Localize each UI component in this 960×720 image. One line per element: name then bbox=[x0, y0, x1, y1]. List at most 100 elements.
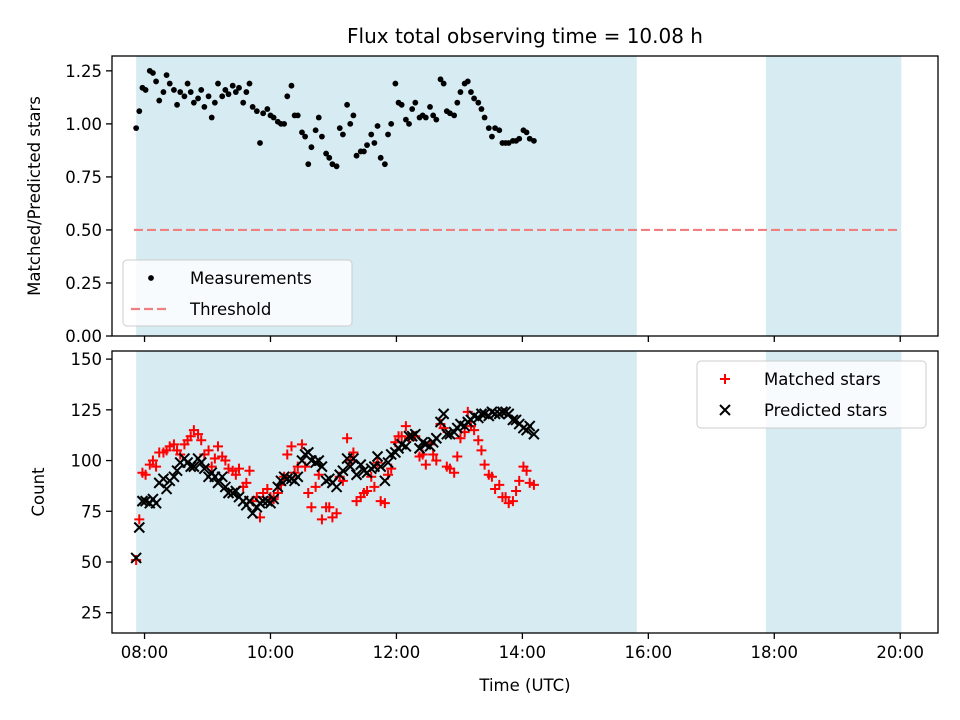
measurement-point bbox=[260, 110, 267, 117]
observing-window-1 bbox=[136, 351, 637, 633]
measurement-point bbox=[160, 89, 167, 95]
legend-label: Measurements bbox=[190, 269, 312, 288]
matched-star-point bbox=[400, 421, 411, 432]
y-axis-label: Count bbox=[29, 467, 48, 517]
measurement-point bbox=[281, 120, 288, 127]
matched-star-point bbox=[324, 502, 335, 513]
measurement-point bbox=[264, 106, 271, 112]
measurement-point bbox=[489, 133, 495, 140]
measurement-point bbox=[344, 101, 351, 108]
matched-star-point bbox=[306, 502, 317, 513]
predicted-star-point bbox=[292, 471, 304, 483]
predicted-star-point bbox=[344, 460, 356, 473]
measurement-point bbox=[406, 120, 412, 127]
matched-star-point bbox=[514, 475, 525, 486]
predicted-star-point bbox=[316, 460, 328, 473]
measurement-point bbox=[412, 99, 419, 106]
measurement-point bbox=[312, 127, 319, 134]
matched-star-point bbox=[230, 469, 241, 480]
y-tick-label: 25 bbox=[81, 604, 102, 623]
predicted-star-point bbox=[371, 450, 384, 463]
predicted-star-point bbox=[246, 507, 259, 520]
x-tick-label: 20:00 bbox=[876, 643, 924, 662]
measurement-point bbox=[388, 120, 395, 127]
measurement-point bbox=[142, 87, 149, 93]
x-tick-label: 14:00 bbox=[499, 643, 547, 662]
matched-star-point bbox=[486, 471, 497, 482]
predicted-star-point bbox=[168, 471, 180, 483]
measurement-point bbox=[288, 82, 295, 89]
matched-star-point bbox=[449, 467, 460, 478]
measurement-point bbox=[315, 114, 322, 121]
measurement-point bbox=[305, 161, 312, 168]
matched-star-point bbox=[316, 514, 327, 525]
matched-star-point bbox=[431, 455, 442, 466]
measurement-point bbox=[496, 127, 503, 134]
measurement-point bbox=[523, 129, 530, 136]
matched-star-point bbox=[420, 459, 431, 470]
x-tick-label: 18:00 bbox=[750, 643, 798, 662]
measurement-point bbox=[437, 76, 444, 83]
y-tick-label: 0.50 bbox=[65, 221, 102, 240]
predicted-star-point bbox=[160, 483, 173, 495]
measurement-point bbox=[475, 99, 482, 106]
matched-star-point bbox=[220, 455, 231, 466]
measurement-point bbox=[253, 108, 260, 115]
measurement-point bbox=[350, 112, 357, 119]
matched-star-point bbox=[244, 465, 255, 476]
matched-star-point bbox=[494, 479, 505, 490]
measurement-point bbox=[454, 99, 461, 106]
measurement-point bbox=[433, 116, 440, 123]
matched-star-point bbox=[140, 469, 151, 480]
measurement-point bbox=[468, 89, 474, 95]
predicted-star-point bbox=[524, 420, 536, 432]
predicted-star-point bbox=[413, 442, 426, 455]
legend-box bbox=[696, 360, 927, 429]
panel-1: Flux total observing time = 10.08 h Match… bbox=[25, 24, 939, 346]
predicted-star-point bbox=[434, 416, 447, 428]
predicted-star-point bbox=[313, 454, 325, 467]
matched-star-point bbox=[272, 488, 283, 499]
predicted-star-point bbox=[230, 485, 242, 497]
measurement-point bbox=[368, 131, 375, 138]
matched-star-point bbox=[282, 449, 293, 460]
x-tick-label: 10:00 bbox=[247, 643, 295, 662]
measurement-point bbox=[398, 101, 405, 108]
matched-star-point bbox=[331, 508, 342, 519]
matched-star-point bbox=[310, 481, 321, 492]
measurement-point bbox=[409, 106, 416, 112]
matched-star-point bbox=[521, 465, 532, 476]
predicted-star-point bbox=[130, 552, 142, 564]
measurement-point bbox=[222, 87, 229, 93]
predicted-star-point bbox=[157, 473, 170, 485]
y-tick-label: 125 bbox=[71, 401, 103, 420]
legend-label: Predicted stars bbox=[764, 401, 887, 420]
measurement-point bbox=[240, 99, 247, 106]
measurement-point bbox=[451, 112, 458, 119]
measurement-point bbox=[385, 131, 391, 138]
matched-star-point bbox=[479, 459, 490, 470]
matched-star-point bbox=[196, 435, 207, 446]
axes-frame bbox=[111, 350, 939, 634]
matched-star-point bbox=[348, 447, 359, 458]
matched-star-point bbox=[206, 461, 217, 472]
measurement-point bbox=[464, 78, 471, 85]
matched-star-point bbox=[193, 429, 204, 440]
y-tick-label: 0.25 bbox=[65, 274, 102, 293]
matched-star-point bbox=[476, 445, 487, 456]
matched-star-point bbox=[262, 483, 273, 494]
predicted-star-point bbox=[302, 446, 314, 459]
measurement-point bbox=[326, 154, 333, 161]
x-tick-label: 08:00 bbox=[121, 643, 169, 662]
matched-star-point bbox=[303, 488, 314, 499]
matched-star-point bbox=[241, 477, 252, 488]
matched-star-point bbox=[428, 449, 439, 460]
panel-2: Count Time (UTC) 08:00 10:00 12:00 14:00 16:00… bbox=[29, 350, 939, 695]
legend-plus-icon bbox=[720, 374, 730, 384]
measurement-point bbox=[133, 125, 140, 132]
measurement-point bbox=[184, 80, 191, 87]
legend-label: Matched stars bbox=[764, 370, 881, 389]
matched-star-point bbox=[233, 463, 244, 474]
measurement-point bbox=[225, 91, 232, 98]
